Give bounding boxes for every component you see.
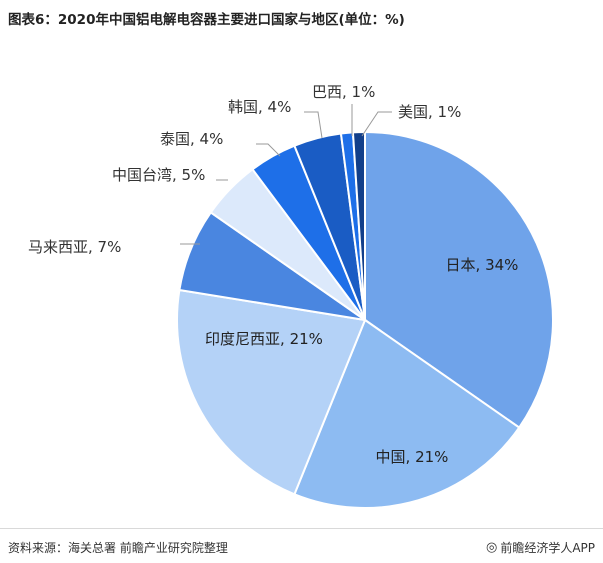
source-note: 资料来源：海关总署 前瞻产业研究院整理: [8, 541, 228, 555]
chart-title: 图表6：2020年中国铝电解电容器主要进口国家与地区(单位：%): [8, 12, 405, 28]
leader-line-9: [361, 111, 392, 137]
data-label-9: 美国, 1%: [398, 103, 461, 121]
data-label-4: 马来西亚, 7%: [28, 238, 121, 256]
data-label-1: 日本, 34%: [446, 256, 519, 274]
data-label-2: 中国, 21%: [376, 448, 449, 466]
leader-lines: [180, 104, 392, 245]
data-label-3: 印度尼西亚, 21%: [205, 330, 323, 348]
data-labels: 日本, 34% 中国, 21% 印度尼西亚, 21% 马来西亚, 7% 中国台湾, 5%…: [28, 83, 518, 466]
data-label-6: 泰国, 4%: [160, 130, 223, 148]
brand-logo-icon: ◎: [485, 539, 498, 555]
leader-line-7: [304, 111, 323, 139]
footer: 资料来源：海关总署 前瞻产业研究院整理 ◎ 前瞻经济学人APP: [0, 528, 603, 563]
pie-slice-1: [364, 130, 554, 429]
data-label-5: 中国台湾, 5%: [112, 166, 205, 184]
data-label-8: 巴西, 1%: [312, 83, 375, 101]
leader-line-6: [256, 143, 281, 157]
brand-name: 前瞻经济学人APP: [500, 541, 595, 555]
pie-slice-3: [176, 288, 367, 496]
pie-chart: 日本, 34% 中国, 21% 印度尼西亚, 21% 马来西亚, 7% 中国台湾, 5%…: [28, 83, 554, 509]
pie-slice-2: [293, 318, 521, 509]
data-label-7: 韩国, 4%: [228, 98, 291, 116]
pie-slices: [176, 130, 554, 509]
brand: ◎ 前瞻经济学人APP: [486, 539, 595, 556]
